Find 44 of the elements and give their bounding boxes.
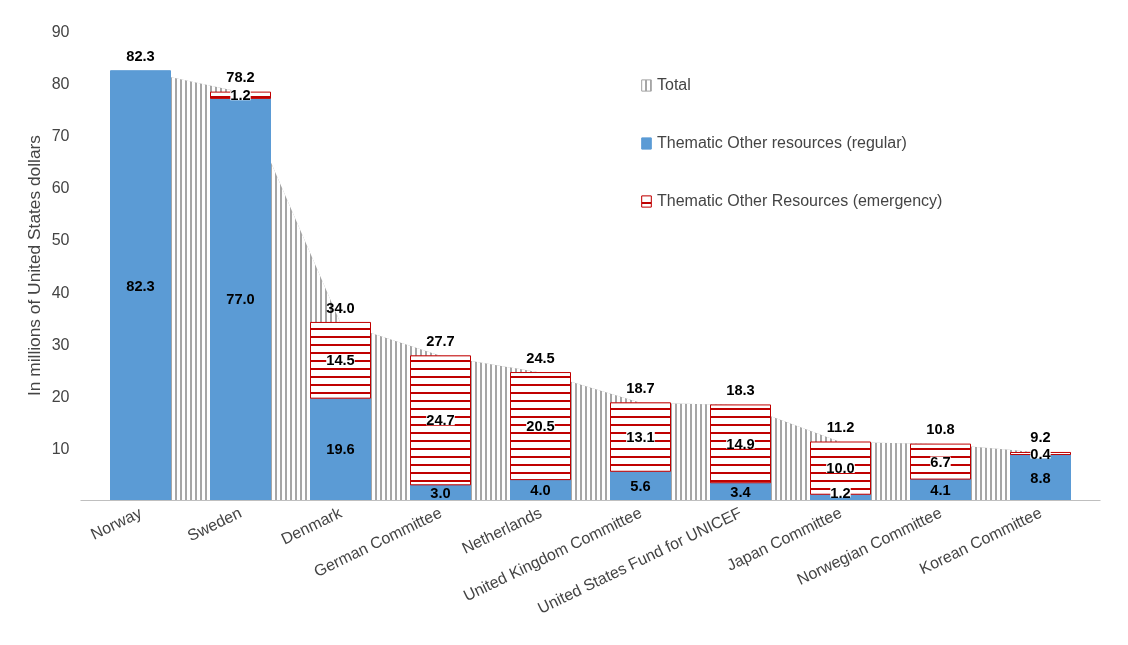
legend-label: Thematic Other resources (regular) (657, 134, 907, 152)
data-label: 6.7 (930, 453, 951, 470)
data-label: 5.6 (630, 477, 651, 494)
data-label: 3.0 (430, 484, 451, 501)
data-label: 24.7 (426, 412, 455, 429)
data-label: 4.0 (530, 482, 551, 499)
data-label: 8.8 (1030, 469, 1051, 486)
data-label: 14.5 (326, 352, 355, 369)
data-label: 18.7 (626, 379, 655, 396)
data-label: 82.3 (126, 47, 155, 64)
y-tick-label: 20 (51, 388, 70, 406)
data-label: 4.1 (930, 481, 951, 498)
bar (310, 397, 371, 501)
data-label: 13.1 (626, 429, 655, 446)
data-label: 14.9 (726, 435, 755, 452)
data-label: 24.5 (526, 349, 555, 366)
data-label: 20.5 (526, 418, 555, 435)
data-label: 78.2 (226, 69, 255, 86)
data-label: 1.2 (830, 484, 851, 501)
data-label: 1.2 (230, 87, 251, 104)
y-tick-label: 90 (51, 22, 70, 40)
data-label: 10.0 (826, 460, 855, 477)
data-label: 18.3 (726, 381, 755, 398)
data-label: 0.4 (1030, 445, 1052, 462)
data-label: 34.0 (326, 299, 355, 316)
y-tick-label: 70 (51, 126, 70, 144)
y-tick-label: 40 (51, 283, 70, 301)
y-tick-label: 30 (51, 335, 70, 353)
data-label: 82.3 (126, 277, 155, 294)
data-label: 11.2 (826, 419, 855, 436)
data-label: 77.0 (226, 291, 255, 308)
legend-label: Total (657, 76, 691, 94)
y-tick-label: 10 (51, 440, 70, 458)
legend-label: Thematic Other Resources (emergency) (657, 192, 943, 210)
y-tick-label: 50 (51, 231, 70, 249)
y-tick-label: 60 (51, 179, 70, 197)
y-tick-label: 80 (51, 74, 70, 92)
bar (110, 70, 171, 501)
data-label: 27.7 (426, 332, 455, 349)
data-label: 19.6 (326, 441, 355, 458)
y-axis-title: In millions of United States dollars (23, 134, 44, 396)
data-label: 9.2 (1030, 429, 1051, 446)
data-label: 3.4 (730, 483, 752, 500)
data-label: 10.8 (926, 421, 955, 438)
